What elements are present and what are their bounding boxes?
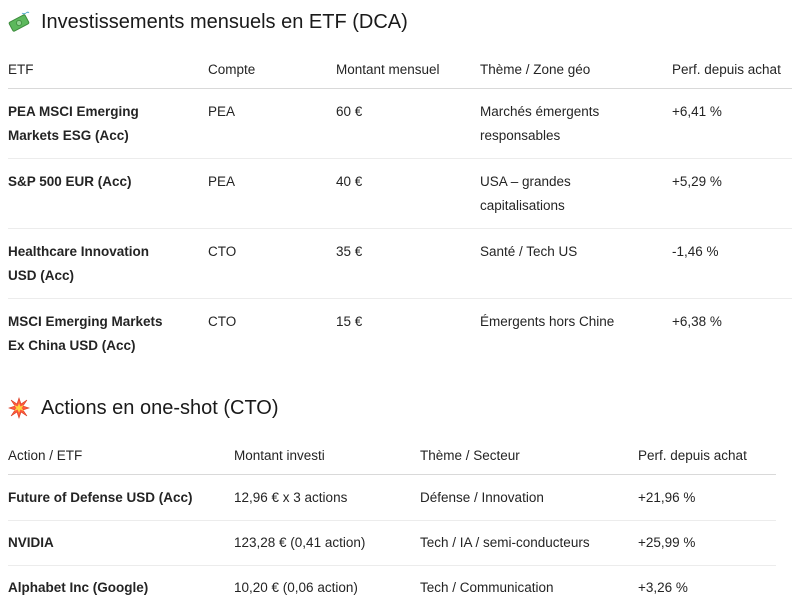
- etf-section-title: Investissements mensuels en ETF (DCA): [41, 11, 408, 34]
- table-row: Alphabet Inc (Google) 10,20 € (0,06 acti…: [8, 566, 776, 610]
- table-row: Healthcare Innovation USD (Acc) CTO 35 €…: [8, 229, 792, 299]
- actions-section-heading: Actions en one-shot (CTO): [8, 394, 776, 422]
- column-header-etf: ETF: [8, 54, 208, 89]
- column-header-account: Compte: [208, 54, 336, 89]
- column-header-monthly-amount: Montant mensuel: [336, 54, 480, 89]
- table-row: Future of Defense USD (Acc) 12,96 € x 3 …: [8, 475, 776, 521]
- theme-text: USA – grandes: [480, 170, 672, 194]
- action-name-cell: Future of Defense USD (Acc): [8, 475, 234, 521]
- etf-name: Ex China USD (Acc): [8, 334, 208, 358]
- column-header-performance: Perf. depuis achat: [638, 440, 776, 475]
- table-row: PEA MSCI Emerging Markets ESG (Acc) PEA …: [8, 89, 792, 159]
- theme-cell: Tech / IA / semi-conducteurs: [420, 521, 638, 566]
- theme-text: responsables: [480, 124, 672, 148]
- column-header-theme-zone: Thème / Zone géo: [480, 54, 672, 89]
- account-cell: CTO: [208, 299, 336, 369]
- theme-cell: Tech / Communication: [420, 566, 638, 610]
- action-name-cell: NVIDIA: [8, 521, 234, 566]
- performance-cell: +6,41 %: [672, 89, 792, 159]
- actions-table: Action / ETF Montant investi Thème / Sec…: [8, 440, 776, 610]
- table-header-row: ETF Compte Montant mensuel Thème / Zone …: [8, 54, 792, 89]
- performance-cell: +6,38 %: [672, 299, 792, 369]
- etf-name-cell: MSCI Emerging Markets Ex China USD (Acc): [8, 299, 208, 369]
- theme-cell: Santé / Tech US: [480, 229, 672, 299]
- column-header-action: Action / ETF: [8, 440, 234, 475]
- performance-cell: -1,46 %: [672, 229, 792, 299]
- amount-cell: 15 €: [336, 299, 480, 369]
- theme-text: capitalisations: [480, 194, 672, 218]
- theme-cell: Émergents hors Chine: [480, 299, 672, 369]
- collision-icon: [8, 397, 30, 419]
- theme-cell: USA – grandes capitalisations: [480, 159, 672, 229]
- performance-cell: +21,96 %: [638, 475, 776, 521]
- performance-cell: +3,26 %: [638, 566, 776, 610]
- theme-text: Santé / Tech US: [480, 240, 672, 264]
- etf-name: USD (Acc): [8, 264, 208, 288]
- etf-name: S&P 500 EUR (Acc): [8, 170, 208, 194]
- performance-cell: +5,29 %: [672, 159, 792, 229]
- etf-name: MSCI Emerging Markets: [8, 310, 208, 334]
- account-cell: PEA: [208, 89, 336, 159]
- column-header-performance: Perf. depuis achat: [672, 54, 792, 89]
- etf-name-cell: PEA MSCI Emerging Markets ESG (Acc): [8, 89, 208, 159]
- table-row: MSCI Emerging Markets Ex China USD (Acc)…: [8, 299, 792, 369]
- etf-name: Markets ESG (Acc): [8, 124, 208, 148]
- etf-name-cell: S&P 500 EUR (Acc): [8, 159, 208, 229]
- etf-name: Healthcare Innovation: [8, 240, 208, 264]
- amount-cell: 123,28 € (0,41 action): [234, 521, 420, 566]
- account-cell: CTO: [208, 229, 336, 299]
- etf-table: ETF Compte Montant mensuel Thème / Zone …: [8, 54, 792, 368]
- etf-section: Investissements mensuels en ETF (DCA) ET…: [8, 8, 792, 368]
- theme-text: Marchés émergents: [480, 100, 672, 124]
- theme-cell: Marchés émergents responsables: [480, 89, 672, 159]
- table-header-row: Action / ETF Montant investi Thème / Sec…: [8, 440, 776, 475]
- amount-cell: 10,20 € (0,06 action): [234, 566, 420, 610]
- table-row: NVIDIA 123,28 € (0,41 action) Tech / IA …: [8, 521, 776, 566]
- actions-section: Actions en one-shot (CTO) Action / ETF M…: [8, 394, 776, 610]
- account-cell: PEA: [208, 159, 336, 229]
- amount-cell: 12,96 € x 3 actions: [234, 475, 420, 521]
- etf-name-cell: Healthcare Innovation USD (Acc): [8, 229, 208, 299]
- action-name-cell: Alphabet Inc (Google): [8, 566, 234, 610]
- money-with-wings-icon: [8, 11, 30, 33]
- column-header-theme-sector: Thème / Secteur: [420, 440, 638, 475]
- table-row: S&P 500 EUR (Acc) PEA 40 € USA – grandes…: [8, 159, 792, 229]
- column-header-invested-amount: Montant investi: [234, 440, 420, 475]
- amount-cell: 40 €: [336, 159, 480, 229]
- theme-text: Émergents hors Chine: [480, 310, 672, 334]
- amount-cell: 35 €: [336, 229, 480, 299]
- amount-cell: 60 €: [336, 89, 480, 159]
- actions-section-title: Actions en one-shot (CTO): [41, 397, 279, 420]
- theme-cell: Défense / Innovation: [420, 475, 638, 521]
- etf-section-heading: Investissements mensuels en ETF (DCA): [8, 8, 792, 36]
- etf-name: PEA MSCI Emerging: [8, 100, 208, 124]
- performance-cell: +25,99 %: [638, 521, 776, 566]
